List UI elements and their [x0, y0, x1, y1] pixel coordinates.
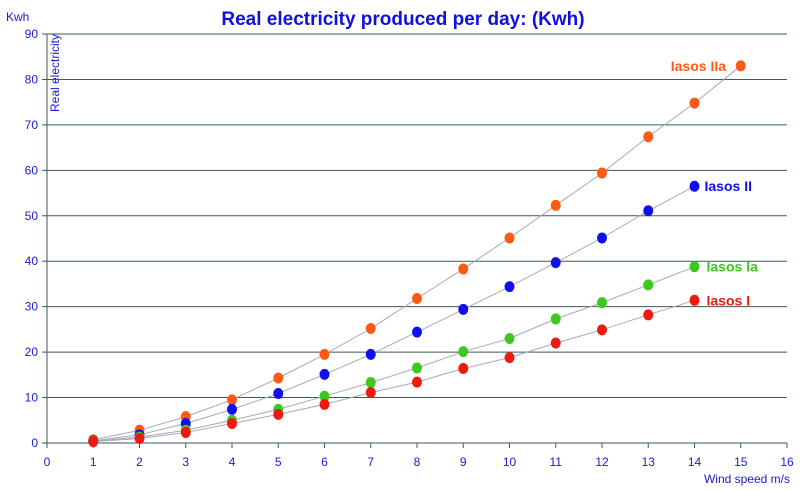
data-point — [365, 322, 376, 334]
y-tick-label: 40 — [25, 254, 39, 268]
data-point — [597, 232, 607, 244]
y-tick-label: 20 — [25, 345, 39, 359]
data-point — [689, 180, 700, 192]
x-tick-label: 12 — [595, 455, 609, 469]
data-point — [550, 257, 561, 269]
data-point — [550, 313, 561, 325]
x-tick-labels: 0 1 2 3 4 5 6 7 8 9 10 11 12 13 14 15 16 — [44, 455, 794, 469]
data-point — [273, 372, 284, 384]
series-label: Iasos Ia — [707, 259, 759, 275]
data-point — [550, 199, 561, 211]
x-axis-label: Wind speed m/s — [704, 472, 790, 486]
data-point — [227, 417, 237, 429]
x-tick-label: 16 — [780, 455, 794, 469]
x-tick-label: 15 — [734, 455, 748, 469]
y-axis-label: Real electricity — [48, 34, 62, 112]
y-tick-label: 30 — [25, 300, 39, 314]
x-tick-label: 5 — [275, 455, 282, 469]
y-tick-label: 90 — [25, 27, 39, 41]
data-point — [412, 292, 422, 304]
data-point — [319, 390, 330, 402]
x-tick-label: 11 — [550, 455, 563, 469]
data-point — [273, 408, 284, 420]
data-point — [319, 348, 330, 360]
data-point — [689, 294, 700, 306]
x-tick-label: 6 — [321, 455, 328, 469]
x-tick-label: 4 — [229, 455, 236, 469]
x-tick-label: 10 — [503, 455, 517, 469]
x-tick-label: 14 — [688, 455, 702, 469]
x-tick-label: 9 — [460, 455, 467, 469]
series-2 — [88, 261, 700, 447]
axes — [42, 33, 788, 448]
data-point — [689, 97, 700, 109]
data-point — [643, 279, 654, 291]
x-tick-label: 7 — [367, 455, 374, 469]
x-tick-label: 8 — [414, 455, 421, 469]
data-point — [88, 436, 99, 448]
x-tick-label: 1 — [90, 455, 97, 469]
data-point — [134, 432, 145, 444]
y-tick-labels: 0 10 20 30 40 50 60 70 80 90 — [25, 27, 39, 450]
data-point — [689, 261, 700, 273]
data-point — [504, 332, 515, 344]
series-label: Iasos IIa — [671, 58, 726, 74]
data-point — [504, 232, 515, 244]
data-point — [365, 348, 376, 360]
y-unit-label: Kwh — [6, 10, 29, 24]
data-point — [412, 362, 422, 374]
grid-lines — [47, 33, 787, 399]
y-tick-label: 10 — [25, 391, 39, 405]
x-tick-label: 13 — [642, 455, 656, 469]
chart-title: Real electricity produced per day: (Kwh) — [221, 9, 584, 30]
data-point — [227, 403, 237, 415]
data-point — [597, 297, 607, 309]
data-point — [180, 427, 191, 439]
series-line — [93, 266, 695, 442]
y-tick-label: 0 — [31, 436, 38, 450]
series-line — [93, 299, 695, 443]
data-point — [550, 337, 561, 349]
series-line — [93, 185, 695, 442]
data-point — [504, 352, 515, 364]
y-tick-label: 80 — [25, 72, 39, 86]
x-tick-label: 0 — [44, 455, 51, 469]
x-tick-label: 3 — [182, 455, 189, 469]
data-point — [365, 387, 376, 399]
data-point — [458, 362, 469, 374]
x-tick-label: 2 — [136, 455, 143, 469]
data-point — [643, 309, 654, 321]
data-point — [365, 377, 376, 389]
data-point — [643, 131, 654, 143]
series-label: Iasos I — [707, 292, 751, 308]
series-label: Iasos II — [705, 178, 752, 194]
y-tick-label: 60 — [25, 163, 39, 177]
data-point — [458, 346, 469, 358]
data-point — [643, 205, 654, 217]
data-point — [319, 368, 330, 380]
data-point — [458, 303, 469, 315]
y-tick-label: 50 — [25, 209, 39, 223]
series-3 — [88, 294, 700, 448]
series-layer — [88, 60, 746, 448]
data-point — [227, 394, 237, 406]
series-1 — [88, 180, 700, 447]
data-point — [597, 324, 607, 336]
data-point — [273, 387, 284, 399]
data-point — [597, 167, 607, 179]
y-tick-label: 70 — [25, 118, 39, 132]
data-point — [412, 376, 422, 388]
data-point — [735, 60, 746, 72]
data-point — [412, 326, 422, 338]
data-point — [458, 263, 469, 275]
data-point — [504, 281, 515, 293]
data-point — [319, 398, 330, 410]
series-labels: Iasos IIa Iasos II Iasos Ia Iasos I — [671, 58, 758, 308]
